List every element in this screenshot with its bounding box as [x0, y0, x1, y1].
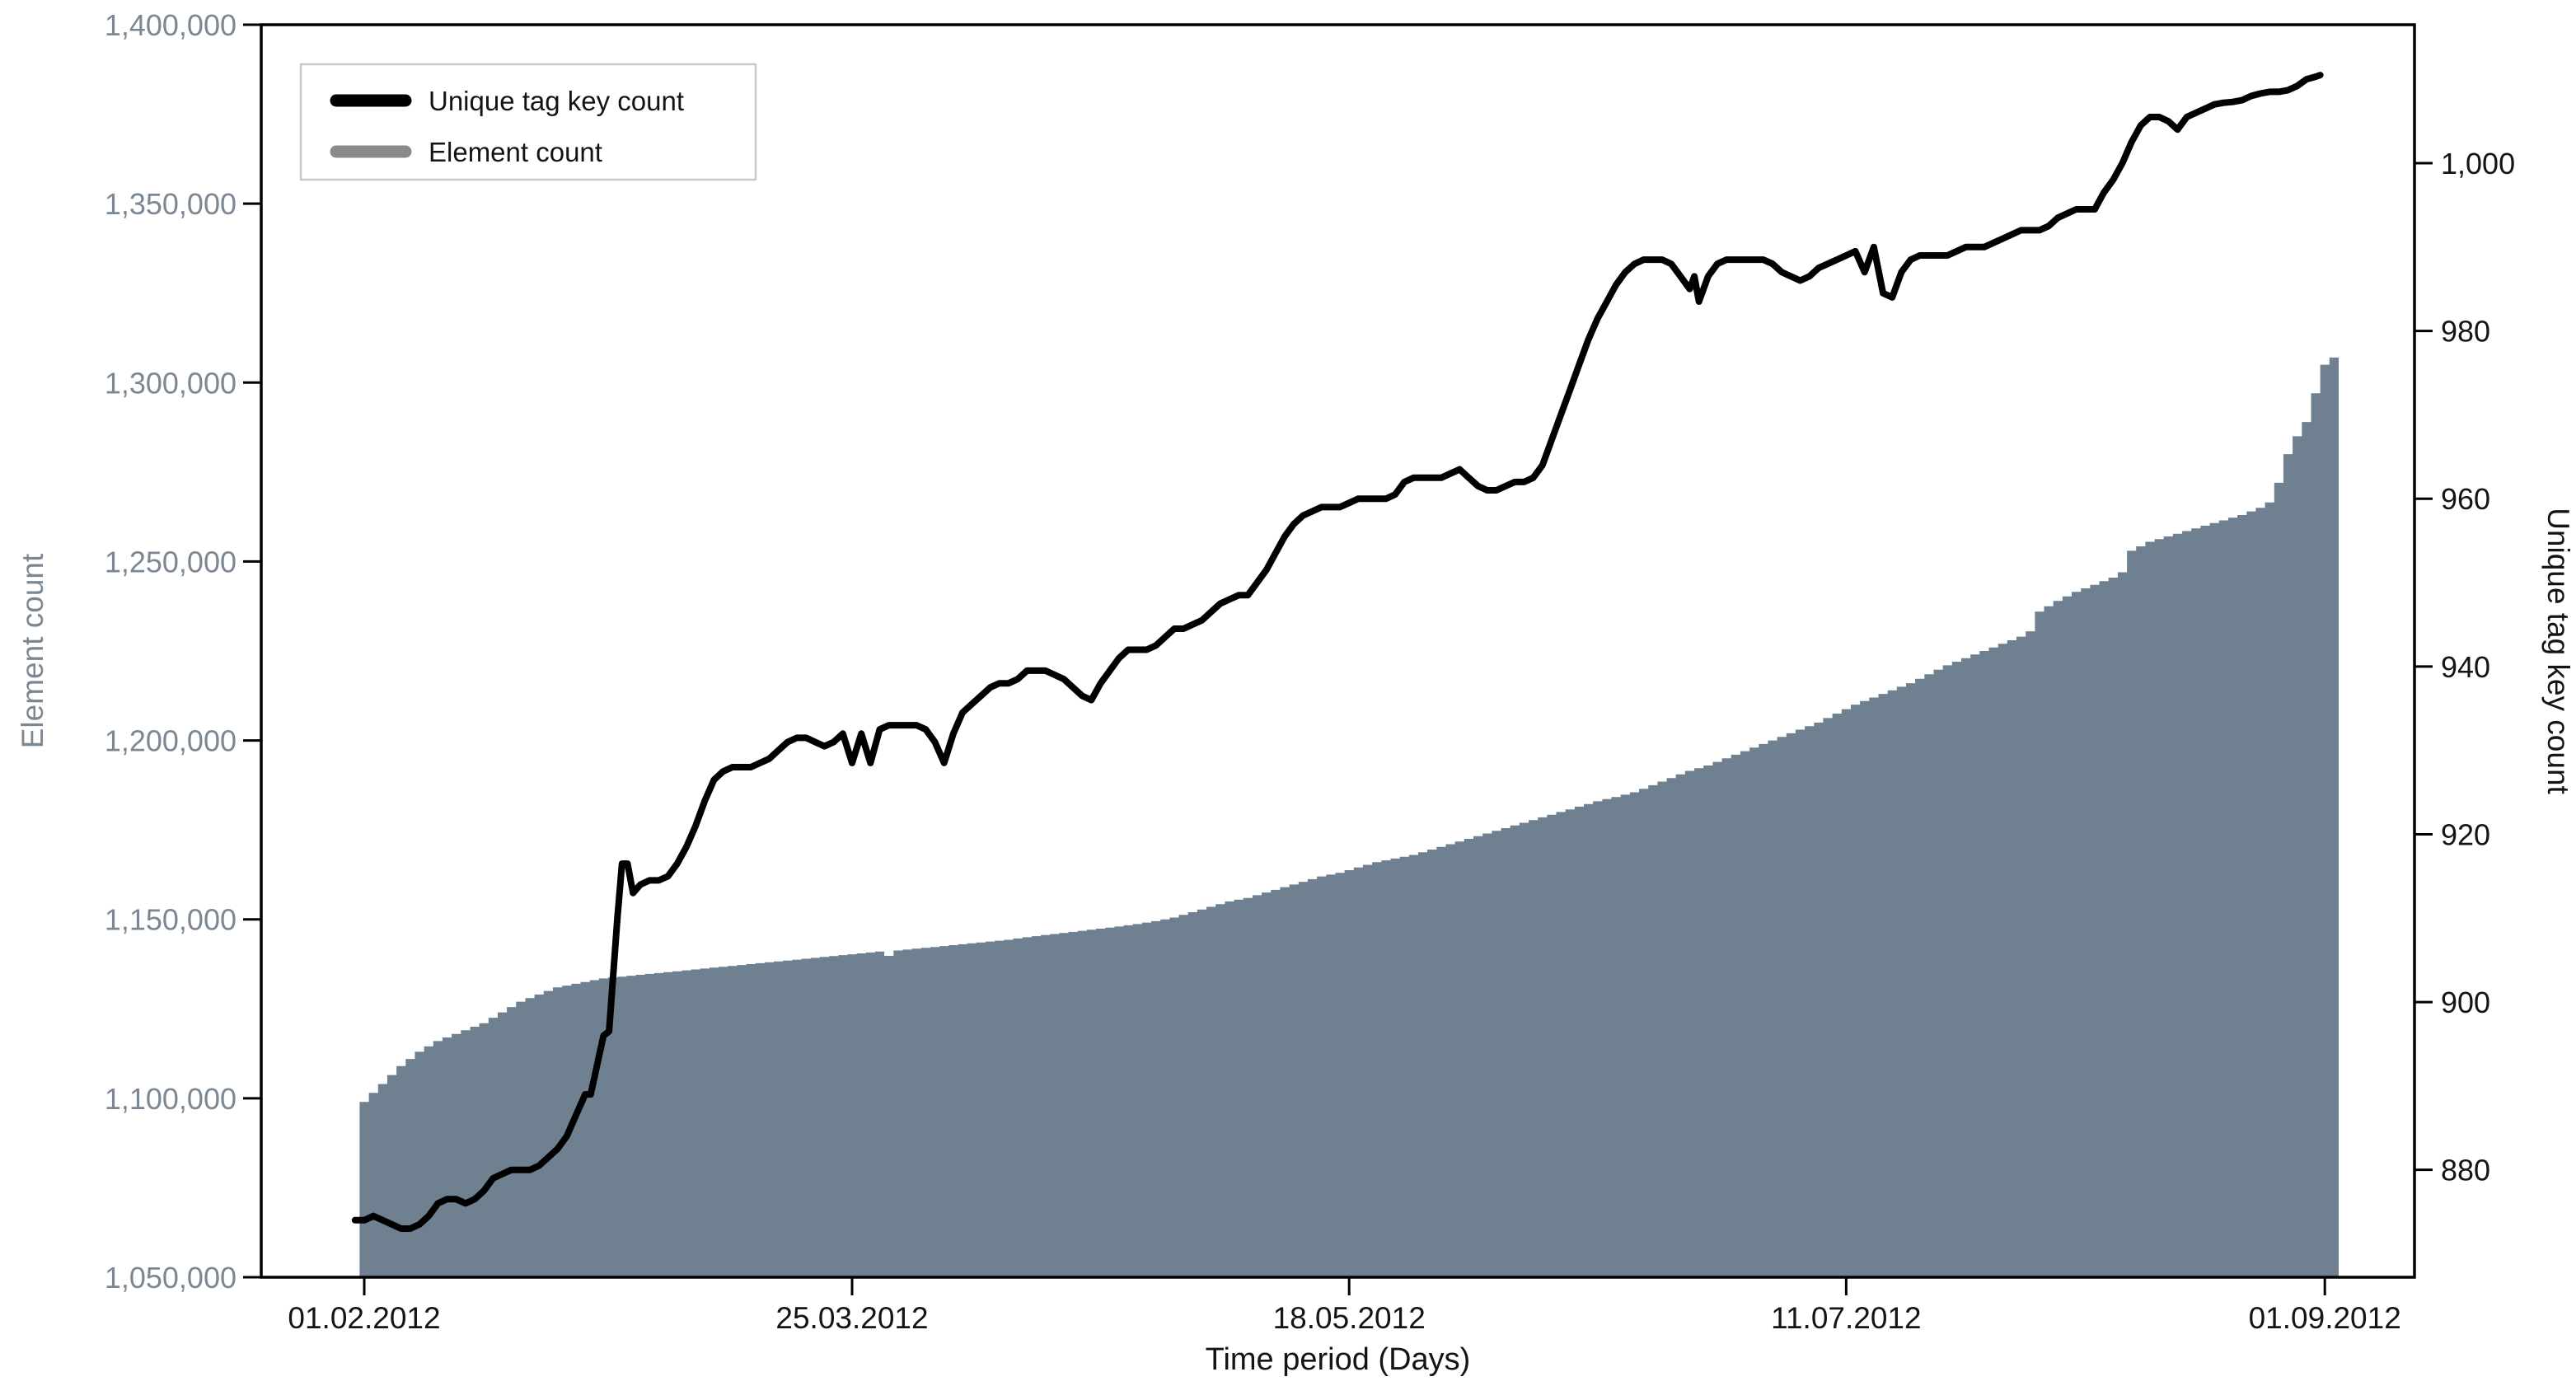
element-count-bars: [359, 357, 2339, 1277]
left-axis-tick-label: 1,200,000: [105, 724, 237, 758]
unique-tag-key-count-line: [351, 72, 2324, 1232]
left-axis-tick-label: 1,150,000: [105, 903, 237, 937]
legend-label: Element count: [429, 137, 602, 167]
left-axis-title: Element count: [16, 553, 49, 748]
x-axis-tick-label: 01.09.2012: [2249, 1301, 2401, 1335]
left-axis-tick-label: 1,050,000: [105, 1261, 237, 1295]
left-axis-tick-label: 1,400,000: [105, 8, 237, 42]
plot-border: [260, 23, 2416, 1279]
x-axis-tick-label: 18.05.2012: [1273, 1301, 1426, 1335]
x-axis-tick-label: 11.07.2012: [1771, 1301, 1921, 1335]
right-axis-title: Unique tag key count: [2541, 508, 2575, 794]
left-axis-tick-label: 1,250,000: [105, 545, 237, 578]
legend-label: Unique tag key count: [429, 86, 684, 116]
right-axis-tick-label: 900: [2441, 986, 2490, 1019]
right-axis-tick-label: 1,000: [2441, 147, 2515, 180]
right-axis-tick-label: 880: [2441, 1154, 2490, 1187]
x-axis-tick-label: 25.03.2012: [775, 1301, 928, 1335]
right-axis-tick-label: 960: [2441, 482, 2490, 516]
right-axis-tick-label: 980: [2441, 315, 2490, 349]
left-axis-tick-label: 1,100,000: [105, 1082, 237, 1116]
left-axis-tick-label: 1,300,000: [105, 366, 237, 400]
x-axis-title: Time period (Days): [1206, 1342, 1471, 1377]
legend-box: [299, 63, 757, 181]
right-axis-tick-label: 920: [2441, 817, 2490, 851]
x-axis-tick-label: 01.02.2012: [288, 1301, 440, 1335]
right-axis-tick-label: 940: [2441, 650, 2490, 684]
left-axis-tick-label: 1,350,000: [105, 187, 237, 221]
